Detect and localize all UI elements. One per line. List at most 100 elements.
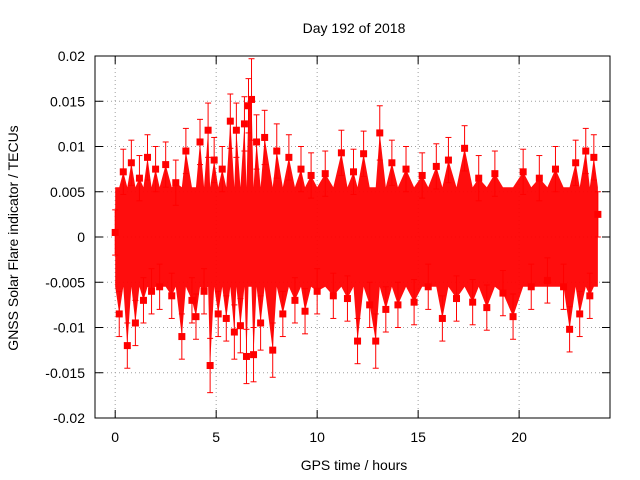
chart-title: Day 192 of 2018 <box>303 20 406 36</box>
data-point <box>572 159 580 167</box>
data-point <box>321 170 329 178</box>
data-point <box>483 304 491 312</box>
data-point <box>204 126 212 134</box>
x-tick-label: 5 <box>212 429 220 445</box>
data-point <box>337 149 345 157</box>
y-tick-label: -0.015 <box>45 365 85 381</box>
data-point <box>139 296 147 304</box>
data-point <box>376 129 384 137</box>
data-point <box>372 337 380 345</box>
data-point <box>590 153 598 161</box>
data-point <box>248 95 256 103</box>
data-point <box>152 165 160 173</box>
data-point <box>519 168 527 176</box>
data-point <box>499 289 507 297</box>
data-point <box>527 283 535 291</box>
data-point <box>343 295 351 303</box>
data-point <box>543 276 551 284</box>
data-point <box>350 168 358 176</box>
data-point <box>111 228 119 236</box>
data-point <box>115 310 123 318</box>
y-tick-label: 0.015 <box>50 93 85 109</box>
y-tick-label: 0.01 <box>58 139 85 155</box>
y-tick-label: -0.02 <box>53 410 85 426</box>
data-point <box>594 210 602 218</box>
data-point <box>285 153 293 161</box>
data-point <box>144 153 152 161</box>
data-point <box>192 313 200 321</box>
data-point <box>279 310 287 318</box>
data-point <box>240 120 248 128</box>
data-point <box>535 174 543 182</box>
x-tick-label: 0 <box>111 429 119 445</box>
data-point <box>242 352 250 360</box>
data-point <box>432 162 440 170</box>
data-point <box>119 168 127 176</box>
data-point <box>551 165 559 173</box>
y-tick-label: 0.005 <box>50 184 85 200</box>
data-point <box>424 283 432 291</box>
data-point <box>148 287 156 295</box>
data-series <box>111 58 602 394</box>
data-point <box>261 133 269 141</box>
data-point <box>291 296 299 304</box>
data-point <box>382 305 390 313</box>
data-point <box>418 171 426 179</box>
data-point <box>402 165 410 173</box>
y-axis-title: GNSS Solar Flare indicator / TECUs <box>5 125 21 350</box>
data-point <box>509 313 517 321</box>
data-point <box>576 310 584 318</box>
data-point <box>354 337 362 345</box>
data-point <box>214 310 222 318</box>
data-point <box>236 322 244 330</box>
data-point <box>178 333 186 341</box>
data-point <box>360 150 368 158</box>
y-tick-label: 0 <box>77 229 85 245</box>
data-point <box>156 283 164 291</box>
data-point <box>366 301 374 309</box>
data-point <box>453 295 461 303</box>
data-point <box>388 159 396 167</box>
y-tick-label: 0.02 <box>58 48 85 64</box>
y-tick-label: -0.01 <box>53 320 85 336</box>
data-point <box>438 314 446 322</box>
data-point <box>244 102 252 110</box>
y-tick-label: -0.005 <box>45 274 85 290</box>
data-point <box>182 147 190 155</box>
data-point <box>218 165 226 173</box>
data-point <box>230 328 238 336</box>
x-tick-label: 20 <box>511 429 527 445</box>
data-point <box>560 283 568 291</box>
data-point <box>313 287 321 295</box>
data-point <box>135 174 143 182</box>
data-point <box>582 147 590 155</box>
data-point <box>162 161 170 169</box>
data-point <box>226 117 234 125</box>
x-axis-title: GPS time / hours <box>301 457 408 473</box>
data-point <box>168 292 176 300</box>
data-point <box>232 126 240 134</box>
x-tick-label: 10 <box>309 429 325 445</box>
data-point <box>469 298 477 306</box>
data-point <box>222 314 230 322</box>
data-point <box>196 138 204 146</box>
data-point <box>586 292 594 300</box>
data-point <box>131 319 139 327</box>
data-point <box>188 296 196 304</box>
data-point <box>269 346 277 354</box>
axis-ticks: -0.02 -0.015 -0.01 -0.005 0 0.005 0.01 0.015 0.0… <box>45 48 610 445</box>
data-point <box>253 138 261 146</box>
data-point <box>491 170 499 178</box>
data-envelope <box>115 99 598 366</box>
data-point <box>123 342 131 350</box>
data-point <box>444 156 452 164</box>
data-point <box>200 287 208 295</box>
data-point <box>394 301 402 309</box>
data-point <box>475 174 483 182</box>
data-point <box>250 351 258 359</box>
data-point <box>257 319 265 327</box>
data-point <box>301 307 309 315</box>
data-point <box>461 144 469 152</box>
data-point <box>410 298 418 306</box>
